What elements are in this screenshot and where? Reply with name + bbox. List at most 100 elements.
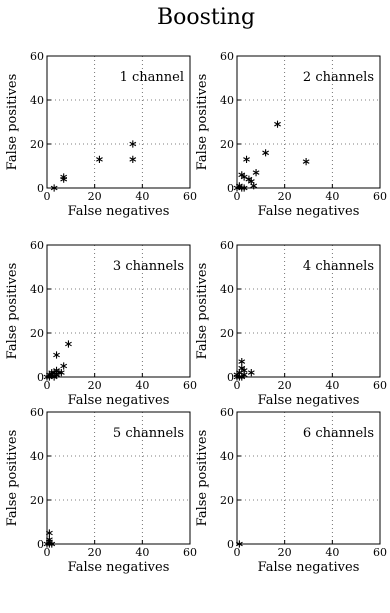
panel-grid: 0 20 40 60 0 20 40 60 False negatives False posit…	[5, 50, 387, 575]
data-point	[60, 362, 68, 370]
y-axis-label: False positives	[5, 263, 20, 360]
x-tick-label: 40	[135, 379, 149, 392]
data-point	[302, 158, 310, 166]
y-tick-label: 20	[30, 138, 44, 151]
y-tick-label: 40	[30, 94, 44, 107]
scatter-panel: 0 20 40 60 0 20 40 60 False negatives False posit…	[5, 239, 197, 408]
x-tick-label: 20	[88, 190, 102, 203]
x-tick-label: 60	[373, 190, 387, 203]
y-tick-label: 20	[220, 327, 234, 340]
scatter-panel: 0 20 40 60 0 20 40 60 False negatives False posit…	[195, 406, 387, 575]
data-point	[50, 184, 58, 192]
y-axis-label: False positives	[195, 74, 210, 171]
plot-frame	[236, 411, 381, 545]
x-tick-label: 20	[278, 190, 292, 203]
data-point	[238, 358, 246, 366]
figure-title: Boosting	[157, 5, 255, 30]
y-axis-label: False positives	[195, 430, 210, 527]
data-point	[57, 369, 65, 377]
x-axis-label: False negatives	[258, 560, 360, 575]
x-tick-label: 40	[135, 546, 149, 559]
data-point	[48, 540, 56, 548]
x-axis-label: False negatives	[68, 560, 170, 575]
scatter-panel: 0 20 40 60 0 20 40 60 False negatives False posit…	[195, 239, 387, 408]
y-tick-label: 60	[220, 239, 234, 252]
x-tick-label: 40	[135, 190, 149, 203]
x-tick-label: 60	[373, 379, 387, 392]
x-tick-label: 0	[234, 379, 241, 392]
x-axis-label: False negatives	[68, 204, 170, 219]
data-point	[45, 529, 53, 537]
x-axis-label: False negatives	[258, 393, 360, 408]
data-point	[96, 155, 103, 163]
y-tick-label: 0	[227, 182, 234, 195]
scatter-panel: 0 20 40 60 0 20 40 60 False negatives False posit…	[195, 50, 387, 219]
panel-label: 6 channels	[303, 426, 374, 441]
scatter-panel: 0 20 40 60 0 20 40 60 False negatives False posit…	[5, 406, 197, 575]
data-point	[240, 184, 248, 192]
y-tick-label: 20	[30, 327, 44, 340]
plot-frame	[46, 55, 191, 189]
plot-frame	[46, 411, 191, 545]
y-axis-label: False positives	[195, 263, 210, 360]
plot-frame	[46, 244, 191, 378]
x-tick-label: 60	[373, 546, 387, 559]
data-point	[129, 155, 137, 163]
y-axis-label: False positives	[5, 430, 20, 527]
x-tick-label: 20	[88, 546, 102, 559]
y-tick-label: 40	[220, 283, 234, 296]
data-point	[60, 173, 68, 181]
data-point	[243, 155, 250, 163]
y-tick-label: 20	[220, 138, 234, 151]
x-tick-label: 0	[44, 546, 51, 559]
y-tick-label: 0	[227, 538, 234, 551]
x-tick-label: 0	[234, 546, 241, 559]
x-tick-label: 0	[234, 190, 241, 203]
data-point	[250, 182, 258, 190]
data-point	[53, 351, 60, 359]
panel-label: 2 channels	[303, 70, 374, 85]
x-axis-label: False negatives	[68, 393, 170, 408]
data-point	[247, 369, 255, 377]
x-tick-label: 0	[44, 379, 51, 392]
data-point	[129, 140, 137, 148]
y-tick-label: 20	[30, 494, 44, 507]
x-tick-label: 60	[183, 546, 197, 559]
data-point	[274, 120, 281, 128]
x-tick-label: 60	[183, 379, 197, 392]
y-tick-label: 60	[30, 239, 44, 252]
x-tick-label: 40	[325, 379, 339, 392]
y-tick-label: 0	[37, 182, 44, 195]
y-tick-label: 40	[220, 450, 234, 463]
y-tick-label: 60	[30, 406, 44, 419]
plot-frame	[236, 55, 381, 189]
x-tick-label: 60	[183, 190, 197, 203]
y-tick-label: 40	[30, 283, 44, 296]
y-tick-label: 0	[37, 538, 44, 551]
y-tick-label: 20	[220, 494, 234, 507]
y-tick-label: 40	[30, 450, 44, 463]
x-tick-label: 0	[44, 190, 51, 203]
x-tick-label: 40	[325, 546, 339, 559]
y-tick-label: 60	[30, 50, 44, 63]
data-point	[262, 149, 269, 157]
y-tick-label: 60	[220, 406, 234, 419]
y-tick-label: 0	[37, 371, 44, 384]
panel-label: 3 channels	[113, 259, 184, 274]
panel-label: 5 channels	[113, 426, 184, 441]
data-point	[65, 340, 72, 348]
x-tick-label: 40	[325, 190, 339, 203]
x-tick-label: 20	[278, 379, 292, 392]
y-tick-label: 0	[227, 371, 234, 384]
x-axis-label: False negatives	[258, 204, 360, 219]
panel-label: 1 channel	[120, 70, 184, 85]
y-tick-label: 60	[220, 50, 234, 63]
plot-frame	[236, 244, 381, 378]
y-tick-label: 40	[220, 94, 234, 107]
x-tick-label: 20	[278, 546, 292, 559]
panel-label: 4 channels	[303, 259, 374, 274]
data-point	[235, 540, 243, 548]
y-axis-label: False positives	[5, 74, 20, 171]
scatter-panel: 0 20 40 60 0 20 40 60 False negatives False posit…	[5, 50, 197, 219]
